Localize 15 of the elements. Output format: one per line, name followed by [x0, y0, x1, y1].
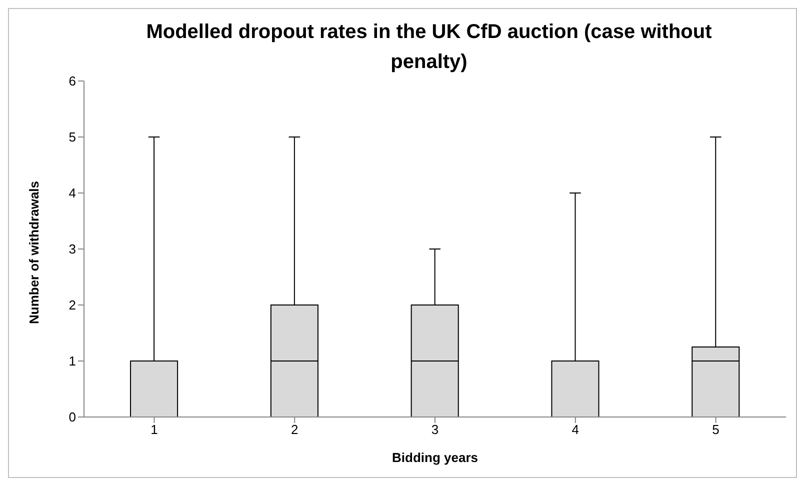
x-tick-label: 5 — [712, 422, 720, 438]
y-axis-title: Number of withdrawals — [26, 180, 42, 324]
y-tick-label: 2 — [68, 298, 76, 313]
y-tick-label: 1 — [68, 354, 76, 369]
x-tick-label: 4 — [572, 422, 580, 438]
chart-title: Modelled dropout rates in the UK CfD auction (case without penalty) — [145, 20, 713, 75]
y-tick-label: 6 — [68, 74, 76, 89]
x-tick-label: 3 — [431, 422, 439, 438]
y-tick-label: 5 — [68, 130, 76, 145]
x-axis-title: Bidding years — [392, 450, 478, 465]
y-tick-label: 3 — [68, 242, 76, 257]
y-tick-label: 4 — [68, 186, 76, 201]
x-tick-label: 1 — [150, 422, 158, 438]
x-tick-label: 2 — [290, 422, 298, 438]
y-tick-label: 0 — [68, 410, 76, 425]
